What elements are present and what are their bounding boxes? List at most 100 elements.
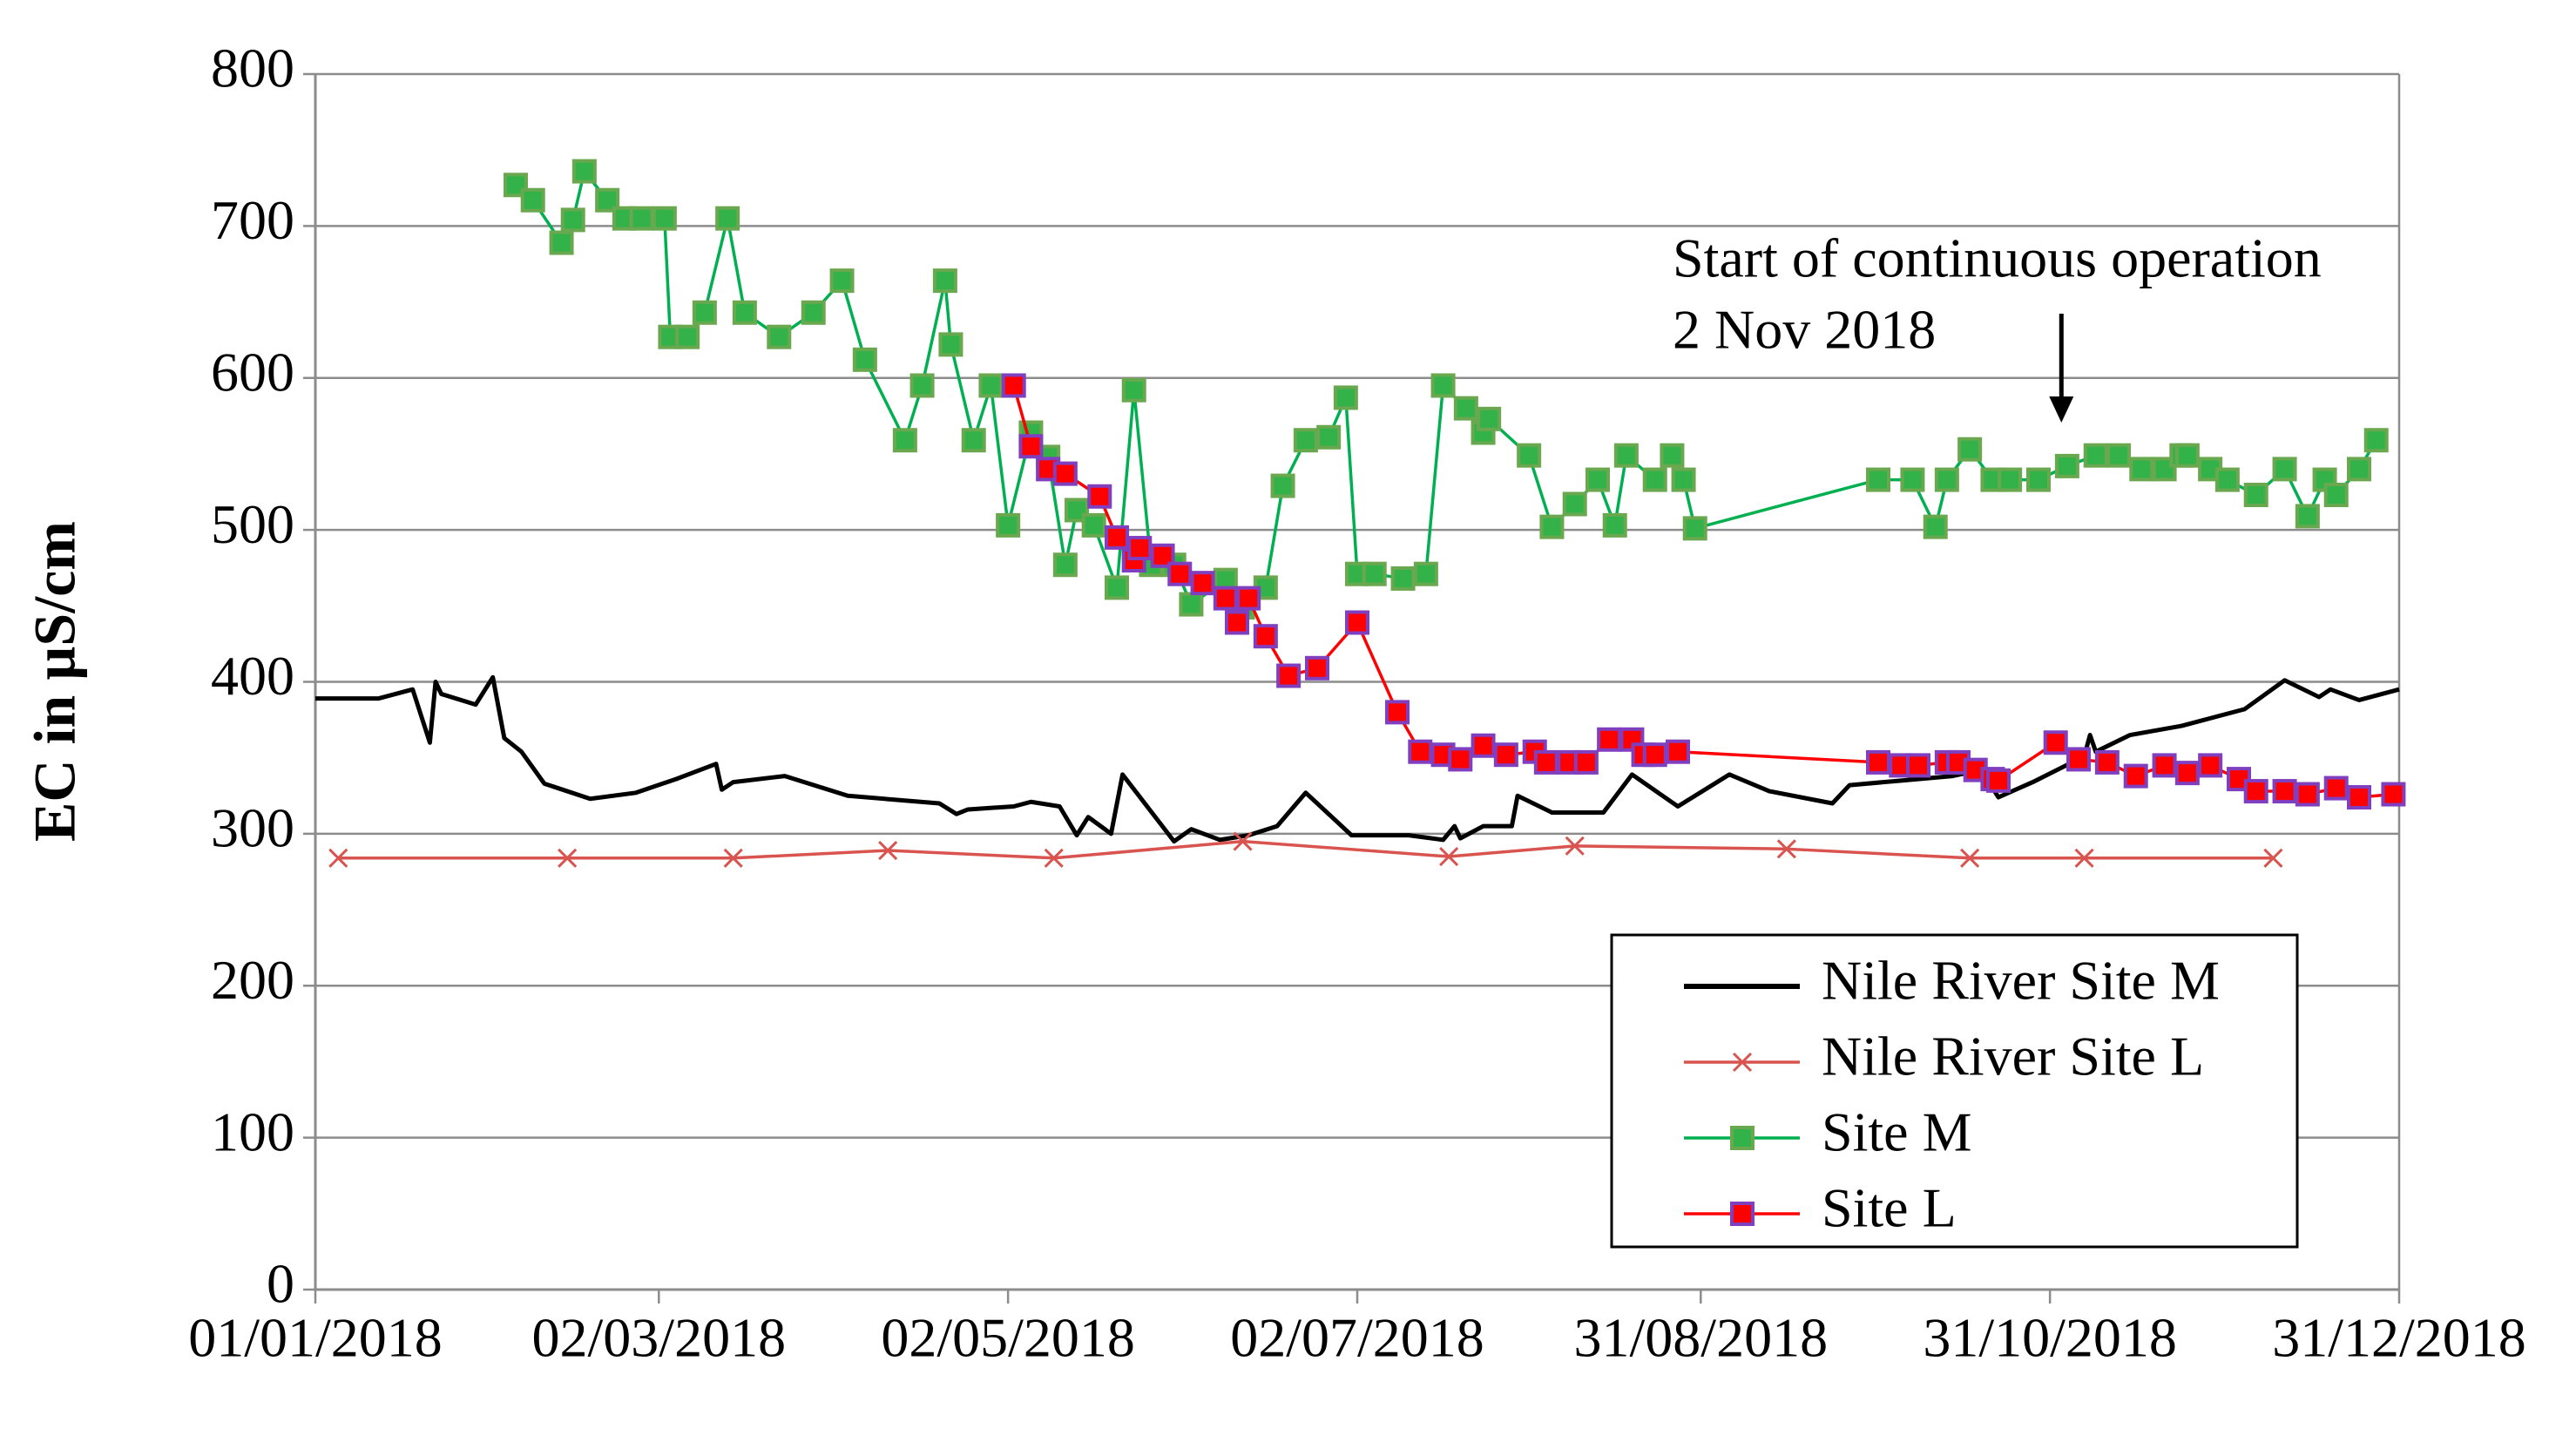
marker (2323, 483, 2349, 508)
marker (715, 206, 740, 231)
legend-label: Site M (1822, 1101, 1971, 1163)
marker (1776, 839, 1796, 859)
marker (1998, 467, 2023, 492)
marker (1671, 467, 1696, 492)
marker (558, 848, 578, 868)
marker (2347, 457, 2371, 482)
marker (1362, 561, 1387, 586)
marker (629, 206, 654, 231)
marker (1081, 512, 1106, 538)
legend-marker (1730, 1126, 1755, 1150)
x-tick-label: 31/12/2018 (2272, 1307, 2526, 1369)
marker (2243, 483, 2268, 508)
marker (2272, 457, 2297, 482)
marker (1597, 727, 1622, 752)
marker (1190, 571, 1215, 596)
marker (2083, 443, 2108, 468)
marker (1517, 443, 1542, 468)
marker (560, 207, 585, 233)
marker (328, 848, 348, 868)
marker (1105, 525, 1129, 550)
marker (732, 300, 757, 325)
marker (1613, 443, 1639, 468)
marker (1044, 848, 1064, 868)
x-tick-label: 02/05/2018 (881, 1307, 1135, 1369)
marker (2094, 749, 2120, 775)
y-tick-label: 0 (267, 1253, 294, 1315)
marker (1333, 385, 1358, 410)
marker (1305, 655, 1329, 681)
marker (932, 268, 957, 294)
marker (2272, 779, 2297, 804)
marker (978, 373, 1004, 398)
marker (1233, 831, 1253, 851)
marker (801, 300, 826, 325)
marker (2381, 782, 2406, 807)
annotation: Start of continuous operation (1673, 227, 2322, 289)
marker (2323, 775, 2349, 801)
series-line (338, 839, 2274, 860)
marker (2074, 848, 2094, 868)
marker (1539, 514, 1565, 539)
marker (1573, 749, 1599, 775)
marker (520, 187, 545, 213)
marker (1052, 552, 1078, 578)
marker (2198, 753, 2223, 778)
y-tick-label: 700 (211, 189, 294, 251)
x-tick-label: 31/10/2018 (1923, 1307, 2177, 1369)
x-tick-label: 31/08/2018 (1574, 1307, 1829, 1369)
marker (1453, 396, 1478, 421)
y-tick-label: 800 (211, 37, 294, 99)
marker (1087, 484, 1112, 509)
marker (2043, 730, 2068, 755)
marker (1960, 848, 1980, 868)
marker (2129, 457, 2154, 482)
y-axis-label: EC in µS/cm (22, 521, 88, 842)
marker (1385, 700, 1410, 725)
marker (1345, 610, 1369, 635)
marker (892, 428, 917, 453)
marker (1565, 836, 1585, 856)
y-tick-label: 300 (211, 797, 294, 859)
marker (2054, 453, 2079, 478)
marker (1276, 663, 1302, 688)
marker (1666, 739, 1690, 764)
marker (1585, 467, 1610, 492)
marker (2152, 753, 2177, 778)
marker (1390, 566, 1416, 591)
marker (2174, 443, 2200, 468)
marker (1602, 512, 1627, 538)
marker (2263, 848, 2283, 868)
marker (938, 332, 963, 357)
marker (1127, 536, 1153, 561)
y-tick-label: 400 (211, 645, 294, 707)
marker (1900, 467, 1925, 492)
marker (1934, 467, 1959, 492)
marker (1533, 749, 1558, 775)
y-tick-label: 600 (211, 341, 294, 403)
marker (829, 268, 855, 294)
marker (767, 324, 792, 349)
marker (1213, 586, 1238, 611)
marker (1439, 846, 1459, 867)
marker (1430, 373, 1456, 398)
marker (1052, 461, 1078, 486)
marker (1121, 377, 1146, 403)
x-tick-label: 01/01/2018 (188, 1307, 443, 1369)
marker (1986, 768, 2011, 793)
marker (1105, 575, 1129, 600)
legend-label: Nile River Site L (1822, 1026, 2204, 1087)
marker (692, 300, 717, 325)
marker (1293, 428, 1318, 453)
marker (1001, 373, 1026, 398)
marker (1906, 753, 1930, 778)
marker (2363, 428, 2389, 453)
y-tick-label: 100 (211, 1101, 294, 1162)
marker (1493, 742, 1518, 768)
marker (1018, 434, 1044, 459)
marker (2123, 763, 2148, 789)
marker (2066, 747, 2091, 772)
marker (1270, 473, 1295, 498)
marker (504, 173, 528, 198)
marker (1179, 592, 1204, 617)
